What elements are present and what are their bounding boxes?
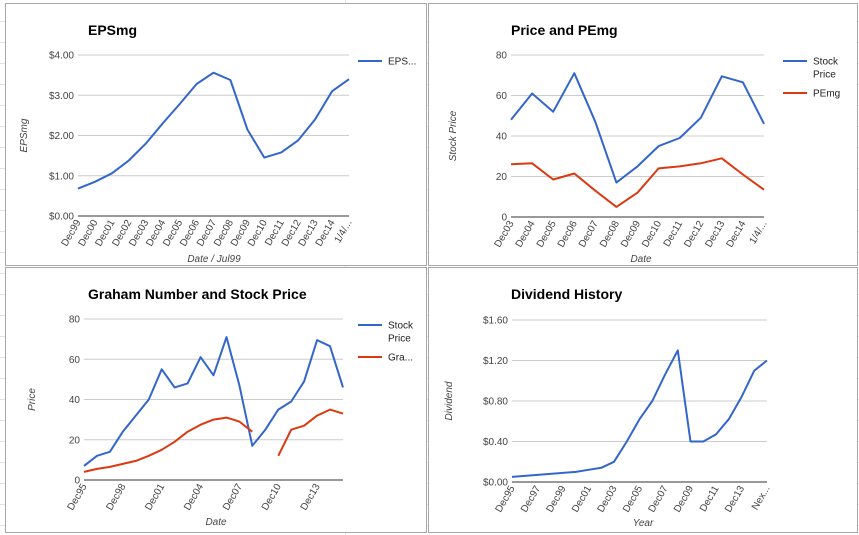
- y-tick-label: $0.00: [49, 212, 74, 223]
- y-tick-label: $1.20: [483, 356, 508, 367]
- dividend-chart-panel[interactable]: Dividend History $0.00 $0.40 $0.80 $1.20 $1.6…: [428, 267, 858, 533]
- x-axis-label: Date: [205, 517, 227, 528]
- series-line-graham-number: [83, 408, 344, 473]
- price-pe-chart-panel[interactable]: Price and PEmg 0 20 40 60 80 Dec03 Dec04 Dec05 De…: [428, 3, 858, 266]
- x-tick-label: Dec05: [535, 219, 559, 250]
- y-tick-label: 20: [496, 172, 508, 183]
- x-tick-label: Dec99: [545, 484, 569, 515]
- y-axis-label: Price: [27, 388, 38, 411]
- legend-label: Price: [813, 70, 836, 81]
- legend-label: Gra...: [388, 353, 413, 364]
- x-tick-label: Dec13: [703, 219, 727, 250]
- x-tick-label: Dec10: [260, 482, 284, 513]
- x-tick-label: Dec13: [723, 484, 747, 515]
- y-tick-label: $0.00: [483, 478, 508, 489]
- x-tick-label: Dec12: [682, 219, 706, 250]
- x-axis-label: Date: [630, 254, 652, 265]
- x-tick-label: Dec13: [299, 482, 323, 513]
- chart-title: Price and PEmg: [511, 22, 618, 38]
- y-tick-label: 60: [69, 355, 81, 366]
- legend-label: EPS...: [388, 57, 416, 68]
- y-tick-label: $4.00: [49, 51, 74, 62]
- x-tick-label: Dec07: [647, 484, 671, 515]
- x-tick-label: Dec03: [493, 219, 517, 250]
- x-axis-label: Year: [633, 518, 654, 529]
- x-tick-label: Dec05: [621, 484, 645, 515]
- y-tick-label: $0.40: [483, 437, 508, 448]
- y-axis-label: EPSmg: [19, 118, 30, 152]
- x-tick-label: Dec06: [556, 219, 580, 250]
- y-axis-label: Dividend: [444, 381, 455, 420]
- x-tick-label: Dec09: [672, 484, 696, 515]
- x-axis-label: Date / Jul99: [187, 254, 241, 265]
- chart-title: EPSmg: [88, 22, 137, 38]
- y-tick-label: 60: [496, 91, 508, 102]
- price-pe-chart: Price and PEmg020406080Dec03Dec04Dec05De…: [448, 22, 840, 265]
- eps-chart: EPSmg$0.00$1.00$2.00$3.00$4.00Dec99Dec00…: [19, 22, 416, 265]
- y-tick-label: 80: [69, 315, 81, 326]
- y-tick-label: 40: [69, 395, 81, 406]
- legend-label: Price: [388, 334, 411, 345]
- x-tick-label: Dec95: [66, 482, 90, 513]
- x-tick-label: Dec11: [698, 484, 722, 514]
- series-line-dividend: [511, 349, 768, 478]
- y-tick-label: $3.00: [49, 91, 74, 102]
- y-tick-label: 0: [74, 476, 80, 487]
- x-tick-label: Dec09: [619, 219, 643, 250]
- series-line-eps-: [77, 71, 350, 190]
- eps-chart-panel[interactable]: EPSmg $0.00 $1.00 $2.00 $3.00 $4.00 Dec99 Dec00…: [5, 3, 427, 266]
- x-tick-label: 1/4/...: [748, 219, 770, 246]
- series-line-pemg: [510, 157, 765, 208]
- y-tick-label: 80: [496, 51, 508, 62]
- legend-label: Stock: [388, 321, 414, 332]
- graham-chart: Graham Number and Stock Price 0 20 40 60 80 De…: [27, 286, 414, 528]
- y-tick-label: 40: [496, 132, 508, 143]
- x-tick-label: Dec03: [596, 484, 620, 515]
- chart-title: Graham Number and Stock Price: [88, 286, 307, 302]
- x-tick-label: 1/4/...: [333, 218, 355, 245]
- x-tick-label: Dec01: [570, 484, 594, 515]
- x-tick-label: Dec04: [514, 219, 538, 250]
- x-tick-label: Dec08: [598, 219, 622, 250]
- y-tick-label: 0: [501, 213, 507, 224]
- legend-label: Stock: [813, 57, 839, 68]
- graham-chart-panel[interactable]: Graham Number and Stock Price 0 20 40 60 80 De…: [5, 267, 427, 533]
- y-tick-label: $2.00: [49, 131, 74, 142]
- x-tick-label: Dec04: [182, 482, 206, 513]
- x-tick-label: Dec14: [725, 219, 749, 250]
- x-tick-label: Dec10: [640, 219, 664, 250]
- x-tick-label: Dec01: [143, 482, 167, 513]
- x-tick-label: Dec97: [519, 484, 543, 515]
- x-tick-label: Dec98: [104, 482, 128, 513]
- x-tick-label: Dec07: [577, 219, 601, 250]
- x-tick-label: Dec07: [221, 482, 245, 513]
- y-axis-label: Stock Price: [448, 110, 459, 161]
- y-tick-label: $0.80: [483, 397, 508, 408]
- dividend-chart: Dividend History $0.00 $0.40 $0.80 $1.20 $1.6…: [444, 286, 773, 529]
- y-tick-label: 20: [69, 435, 81, 446]
- x-tick-label: Nex...: [750, 484, 773, 512]
- series-line-stock-price: [510, 72, 765, 184]
- chart-title: Dividend History: [511, 286, 622, 302]
- y-tick-label: $1.00: [49, 171, 74, 182]
- legend-label: PEmg: [813, 89, 840, 100]
- series-line-stock-price: [83, 336, 344, 467]
- y-tick-label: $1.60: [483, 316, 508, 327]
